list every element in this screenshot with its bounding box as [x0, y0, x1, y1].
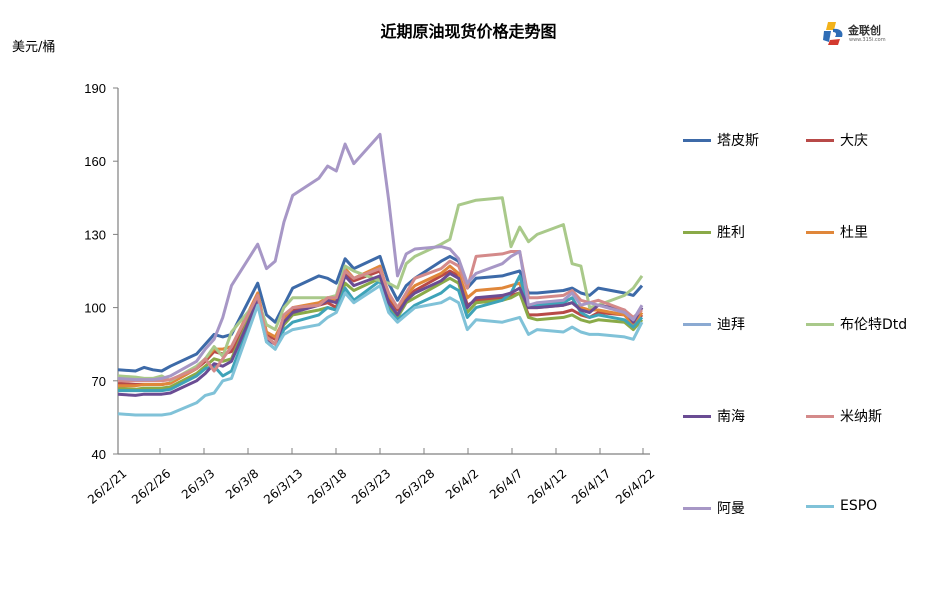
brand-logo: 金联创 www.315i.com	[822, 20, 902, 48]
legend-swatch-icon	[806, 138, 834, 142]
legend-item: ESPO	[806, 498, 877, 514]
legend-swatch-icon	[806, 230, 834, 234]
x-tick-label: 26/3/8	[223, 466, 262, 502]
y-tick-label: 100	[84, 301, 106, 316]
legend-label: 迪拜	[717, 317, 745, 333]
y-tick-label: 70	[92, 374, 106, 389]
legend-item: 迪拜	[683, 314, 745, 334]
y-tick-label: 160	[84, 154, 106, 169]
legend-swatch-icon	[683, 414, 711, 418]
logo-text: 金联创	[848, 24, 881, 37]
series-line-南海	[117, 271, 644, 397]
logo-url: www.315i.com	[849, 37, 886, 43]
legend-item: 阿曼	[683, 498, 745, 518]
x-tick-label: 26/3/13	[261, 466, 305, 506]
series-line-ESPO	[117, 284, 644, 417]
x-tick-label: 26/2/26	[129, 466, 173, 506]
y-tick-label: 130	[84, 227, 106, 242]
x-tick-label: 26/4/12	[525, 466, 569, 506]
series-line-塔皮斯	[117, 254, 644, 373]
x-tick-label: 26/3/18	[305, 466, 349, 506]
logo-mark-icon	[823, 22, 843, 45]
legend-item: 布伦特Dtd	[806, 314, 907, 334]
y-tick-label: 190	[84, 81, 106, 96]
y-tick-label: 40	[92, 447, 106, 462]
legend-item: 南海	[683, 406, 745, 426]
legend-item: 米纳斯	[806, 406, 882, 426]
legend-swatch-icon	[683, 506, 711, 510]
legend-label: 塔皮斯	[717, 133, 759, 149]
x-tick-label: 26/4/22	[613, 466, 657, 506]
y-axis-unit-label: 美元/桶	[12, 40, 56, 55]
series-line-米纳斯	[118, 250, 643, 383]
legend-item: 塔皮斯	[683, 130, 759, 150]
x-tick-label: 26/3/23	[349, 466, 393, 506]
legend-item: 杜里	[806, 222, 868, 242]
legend-label: 米纳斯	[840, 409, 882, 425]
series-line-阿曼	[117, 132, 644, 382]
legend-swatch-icon	[806, 504, 834, 508]
x-tick-label: 26/4/17	[569, 466, 613, 506]
legend-swatch-icon	[806, 322, 834, 326]
chart-title: 近期原油现货价格走势图	[380, 22, 557, 41]
legend-label: 南海	[717, 409, 745, 425]
legend-swatch-icon	[683, 230, 711, 234]
x-tick-label: 26/3/28	[393, 466, 437, 506]
chart-series	[117, 132, 644, 417]
x-tick-label: 26/4/2	[443, 466, 482, 502]
legend-item: 大庆	[806, 130, 868, 150]
legend-item: 胜利	[683, 222, 745, 242]
x-tick-label: 26/3/3	[179, 466, 218, 502]
legend-label: 阿曼	[717, 501, 745, 517]
x-tick-label: 26/4/7	[487, 466, 526, 502]
legend-label: 杜里	[840, 225, 868, 241]
legend-swatch-icon	[683, 138, 711, 142]
legend-label: 布伦特Dtd	[840, 317, 908, 333]
legend-swatch-icon	[806, 414, 834, 418]
legend-swatch-icon	[683, 322, 711, 326]
legend-label: 大庆	[840, 133, 868, 149]
legend-label: ESPO	[840, 498, 878, 514]
legend-label: 胜利	[717, 225, 745, 241]
x-tick-label: 26/2/21	[85, 466, 129, 506]
